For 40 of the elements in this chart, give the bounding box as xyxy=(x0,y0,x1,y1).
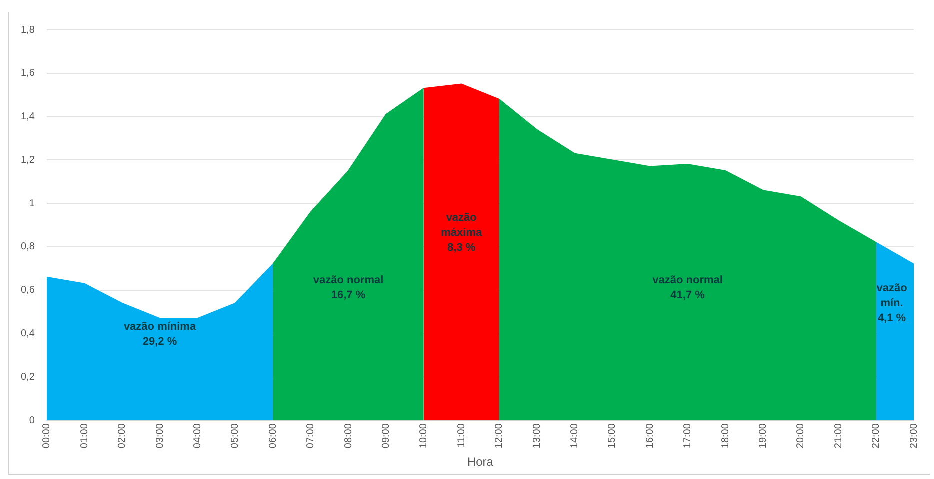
x-tick-label: 00:00 xyxy=(42,423,53,449)
x-tick-label: 19:00 xyxy=(758,423,769,449)
x-tick-label: 14:00 xyxy=(569,423,580,449)
y-tick-label: 1,6 xyxy=(20,68,36,80)
x-tick-label: 23:00 xyxy=(908,423,920,449)
y-tick-label: 0,8 xyxy=(20,242,36,253)
y-tick-label: 0,2 xyxy=(20,372,36,383)
y-tick-label: 1 xyxy=(29,198,36,210)
x-tick-label: 09:00 xyxy=(380,423,392,449)
x-tick-label: 20:00 xyxy=(796,423,807,449)
x-tick-label: 01:00 xyxy=(79,423,90,449)
x-tick-label: 17:00 xyxy=(682,423,694,449)
y-tick-label: 0,4 xyxy=(20,328,36,340)
x-tick-label: 03:00 xyxy=(154,423,166,449)
x-tick-label: 10:00 xyxy=(418,423,430,449)
x-tick-label: 02:00 xyxy=(117,423,128,449)
annotation: vazão máxima 8,3 % xyxy=(441,212,483,254)
annotation: vazão normal 16,7 % xyxy=(313,274,384,302)
annotation: vazão normal 41,7 % xyxy=(652,274,723,302)
x-tick-label: 12:00 xyxy=(494,423,506,449)
annotation: vazão mín. 4,1 % xyxy=(876,282,908,324)
annotation: vazão mínima 29,2 % xyxy=(124,321,197,348)
x-tick-label: 07:00 xyxy=(306,423,317,449)
y-tick-label: 1,8 xyxy=(20,24,36,36)
x-tick-label: 22:00 xyxy=(871,423,882,449)
x-tick-label: 18:00 xyxy=(720,423,732,449)
x-tick-label: 16:00 xyxy=(644,423,656,449)
y-tick-label: 1,2 xyxy=(20,154,36,166)
x-tick-label: 11:00 xyxy=(456,423,468,448)
x-tick-label: 04:00 xyxy=(192,423,204,449)
y-tick-label: 0,6 xyxy=(20,285,36,296)
x-axis-title: Hora xyxy=(467,455,494,470)
x-tick-label: 08:00 xyxy=(343,423,354,449)
x-tick-label: 06:00 xyxy=(268,423,279,449)
y-tick-label: 1,4 xyxy=(20,112,36,123)
x-tick-label: 21:00 xyxy=(833,423,844,449)
x-tick-label: 05:00 xyxy=(230,423,242,449)
y-tick-label: 0 xyxy=(29,415,36,426)
x-tick-label: 15:00 xyxy=(607,423,618,449)
x-tick-label: 13:00 xyxy=(532,423,543,449)
